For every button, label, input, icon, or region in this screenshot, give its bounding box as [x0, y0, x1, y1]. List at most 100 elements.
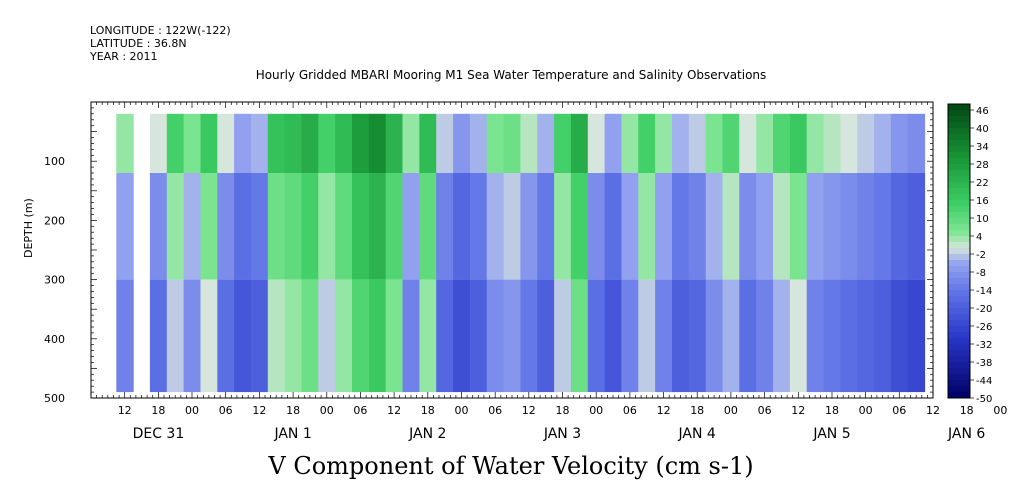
heatmap-cell [419, 113, 437, 173]
colorbar-swatch [948, 152, 970, 159]
heatmap-cell [773, 113, 791, 173]
heatmap-cell [402, 113, 420, 173]
heatmap-cell [385, 173, 404, 280]
heatmap-cell [368, 113, 387, 173]
heatmap-field [116, 113, 926, 393]
heatmap-cell [301, 113, 319, 173]
heatmap-cell [621, 173, 639, 280]
heatmap-cell [604, 279, 622, 393]
colorbar-label: 22 [976, 178, 989, 189]
heatmap-cell [436, 113, 454, 173]
colorbar-swatch [948, 272, 970, 279]
x-day-label: JAN 3 [543, 426, 581, 442]
heatmap-cell [301, 173, 319, 280]
heatmap-cell [217, 113, 235, 173]
heatmap-cell [739, 173, 757, 280]
colorbar-swatch [948, 290, 970, 297]
heatmap-cell [587, 113, 606, 173]
colorbar-label: -50 [976, 394, 992, 405]
colorbar-label: -26 [976, 322, 992, 333]
longitude-label: LONGITUDE : 122W(-122) [90, 24, 231, 37]
heatmap-cell [621, 279, 639, 393]
heatmap-cell [857, 279, 875, 393]
heatmap-cell [604, 173, 622, 280]
heatmap-cell [890, 113, 909, 173]
heatmap-cell [251, 113, 269, 173]
colorbar-swatch [948, 182, 970, 189]
heatmap-cell [469, 279, 488, 393]
heatmap-cell [284, 279, 303, 393]
heatmap-cell [638, 173, 656, 280]
heatmap-cell [874, 113, 892, 173]
x-tick-label: 12 [791, 404, 805, 417]
heatmap-cell [907, 113, 926, 173]
heatmap-cell [688, 173, 707, 280]
heatmap-cell [840, 173, 858, 280]
x-tick-label: 00 [455, 404, 469, 417]
colorbar-swatch [948, 266, 970, 273]
heatmap-cell [520, 279, 538, 393]
colorbar-label: -8 [976, 268, 986, 279]
colorbar-label: 40 [976, 124, 989, 135]
latitude-label: LATITUDE : 36.8N [90, 37, 187, 50]
colorbar-swatch [948, 134, 970, 141]
heatmap-cell [116, 113, 134, 173]
heatmap-cell [217, 173, 235, 280]
heatmap-cell [570, 173, 589, 280]
colorbar-swatch [948, 374, 970, 381]
heatmap-cell [486, 113, 505, 173]
colorbar-swatch [948, 338, 970, 345]
heatmap-cell [655, 279, 673, 393]
x-tick-label: 06 [219, 404, 233, 417]
x-tick-label: 18 [960, 404, 974, 417]
heatmap-cell [385, 279, 404, 393]
heatmap-cell [890, 173, 909, 280]
colorbar-label: -44 [976, 376, 992, 387]
heatmap-cell [806, 113, 825, 173]
y-tick-label: 300 [44, 274, 65, 287]
colorbar-swatch [948, 140, 970, 147]
heatmap-cell [318, 279, 336, 393]
heatmap-cell [385, 113, 404, 173]
colorbar-swatch [948, 176, 970, 183]
heatmap-cell [419, 279, 437, 393]
y-tick-label: 200 [44, 214, 65, 227]
colorbar-swatch [948, 278, 970, 285]
x-tick-label: 06 [623, 404, 637, 417]
colorbar-label: -14 [976, 286, 992, 297]
heatmap-cell [503, 113, 521, 173]
heatmap-cell [722, 173, 740, 280]
x-tick-label: 12 [387, 404, 401, 417]
heatmap-cell [907, 173, 926, 280]
heatmap-cell [183, 113, 201, 173]
heatmap-cell [251, 279, 269, 393]
x-tick-label: 00 [724, 404, 738, 417]
chart-title: Hourly Gridded MBARI Mooring M1 Sea Wate… [255, 68, 767, 82]
colorbar-swatch [948, 284, 970, 291]
heatmap-cell [402, 173, 420, 280]
x-tick-label: 12 [657, 404, 671, 417]
heatmap-cell [166, 113, 185, 173]
heatmap-cell [789, 279, 808, 393]
x-tick-label: 12 [926, 404, 940, 417]
heatmap-cell [520, 173, 538, 280]
heatmap-cell [166, 279, 185, 393]
colorbar-label: 4 [976, 232, 982, 243]
heatmap-cell [587, 279, 606, 393]
colorbar-label: -20 [976, 304, 992, 315]
heatmap-cell [773, 279, 791, 393]
heatmap-cell [503, 279, 521, 393]
x-tick-label: 12 [118, 404, 132, 417]
heatmap-cell [453, 113, 471, 173]
colorbar-swatch [948, 128, 970, 135]
colorbar-swatch [948, 314, 970, 321]
colorbar-swatch [948, 206, 970, 213]
heatmap-cell [486, 279, 505, 393]
heatmap-cell [436, 173, 454, 280]
heatmap-cell [200, 279, 218, 393]
heatmap-cell [116, 173, 134, 280]
heatmap-cell [705, 279, 724, 393]
colorbar-swatch [948, 236, 970, 243]
colorbar-swatch [948, 218, 970, 225]
